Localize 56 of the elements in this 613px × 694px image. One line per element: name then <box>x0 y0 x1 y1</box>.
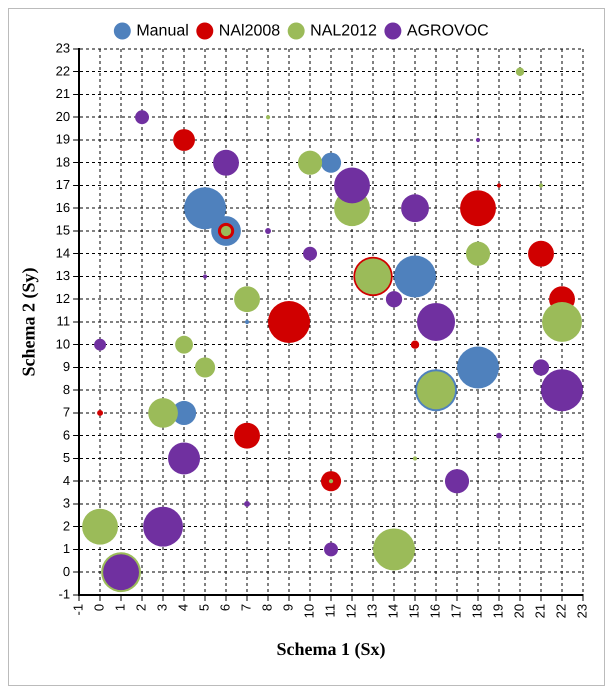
legend-label: NAl2008 <box>218 22 280 40</box>
x-tick-label: 18 <box>470 604 485 618</box>
x-tick-label: 4 <box>176 604 191 612</box>
x-tick-label: 1 <box>112 604 128 612</box>
y-tick-label: 17 <box>56 177 70 192</box>
x-tick-label: 20 <box>512 604 527 618</box>
y-tick-label: 21 <box>56 86 70 102</box>
y-tick-label: 14 <box>56 245 70 260</box>
x-tick-label: 14 <box>386 604 401 618</box>
y-tick-label: 2 <box>62 518 70 534</box>
x-tick-label: 13 <box>364 604 380 618</box>
y-tick-label: 9 <box>62 359 70 374</box>
y-tick-label: 1 <box>62 541 70 556</box>
y-tick-label: 19 <box>56 132 70 147</box>
x-tick-label: 16 <box>428 604 443 618</box>
y-tick-label: 10 <box>56 336 70 352</box>
x-tick-label: 23 <box>574 604 590 618</box>
legend-label: NAL2012 <box>310 22 377 40</box>
x-tick-label: 22 <box>554 604 569 618</box>
x-tick-label: 12 <box>344 604 359 618</box>
x-axis-title: Schema 1 (Sx) <box>276 638 386 659</box>
y-tick-label: 5 <box>62 450 70 466</box>
y-tick-label: 0 <box>62 564 70 579</box>
x-tick-label: 8 <box>260 604 275 612</box>
y-axis-title: Schema 2 (Sy) <box>18 267 38 376</box>
x-tick-label: 11 <box>322 604 338 618</box>
y-tick-label: 20 <box>56 108 70 124</box>
x-tick-label: -1 <box>70 604 86 616</box>
y-tick-label: 4 <box>62 472 70 488</box>
y-tick-label: 22 <box>56 63 70 78</box>
y-tick-label: 11 <box>56 314 70 329</box>
y-tick-label: -1 <box>58 586 70 602</box>
x-tick-label: 17 <box>448 604 464 618</box>
y-tick-label: 16 <box>56 200 70 215</box>
y-tick-label: 18 <box>56 154 70 170</box>
x-tick-label: 10 <box>302 604 317 618</box>
x-tick-label: 5 <box>196 604 212 612</box>
x-tick-label: 21 <box>532 604 548 618</box>
y-tick-label: 23 <box>56 40 70 56</box>
y-tick-label: 13 <box>56 268 70 284</box>
x-tick-label: 0 <box>92 604 107 612</box>
x-tick-label: 3 <box>154 604 170 612</box>
x-tick-label: 9 <box>280 604 296 612</box>
y-tick-label: 3 <box>62 496 70 511</box>
legend-label: AGROVOC <box>406 22 489 40</box>
y-tick-label: 8 <box>62 382 70 397</box>
x-tick-label: 6 <box>218 604 233 612</box>
x-tick-label: 15 <box>406 604 422 618</box>
x-tick-label: 2 <box>134 604 149 612</box>
y-tick-label: 12 <box>56 290 70 306</box>
x-tick-label: 19 <box>490 604 506 618</box>
legend-label: Manual <box>136 22 189 40</box>
y-tick-label: 6 <box>62 427 70 442</box>
x-tick-label: 7 <box>238 604 254 612</box>
y-tick-label: 15 <box>56 222 70 238</box>
y-tick-label: 7 <box>62 404 70 420</box>
